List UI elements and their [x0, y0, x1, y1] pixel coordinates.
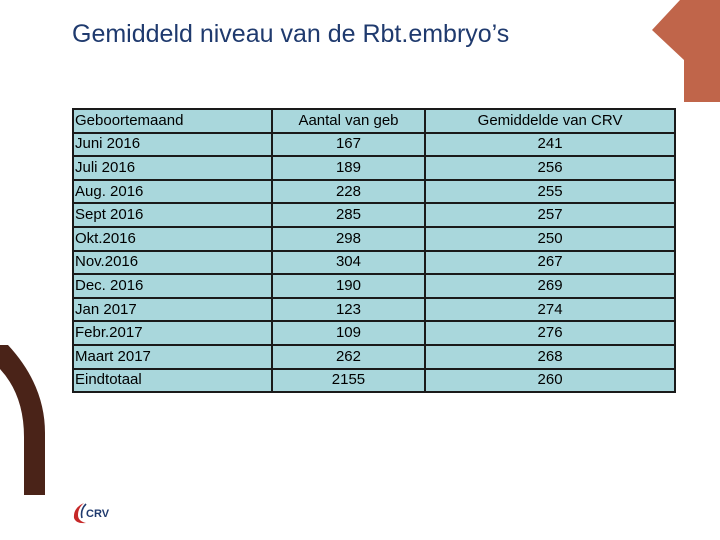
- average-cell: 267: [424, 249, 676, 276]
- average-cell: 256: [424, 155, 676, 181]
- month-cell: Sept 2016: [72, 202, 273, 228]
- table-row: Juli 2016 189 256: [72, 155, 676, 181]
- average-cell: 274: [424, 296, 676, 323]
- average-cell: 257: [424, 202, 676, 228]
- average-cell: 260: [424, 367, 676, 394]
- month-cell: Eindtotaal: [72, 367, 273, 394]
- count-cell: 2155: [270, 367, 427, 394]
- month-cell: Maart 2017: [72, 343, 273, 370]
- count-cell: 189: [270, 155, 427, 181]
- header-cell: Aantal van geb: [270, 108, 427, 134]
- count-cell: 109: [270, 320, 427, 346]
- month-cell: Jan 2017: [72, 296, 273, 323]
- month-cell: Juni 2016: [72, 131, 273, 158]
- table-row: Maart 2017 262 268: [72, 343, 676, 370]
- month-cell: Juli 2016: [72, 155, 273, 181]
- month-cell: Aug. 2016: [72, 178, 273, 205]
- month-cell: Nov.2016: [72, 249, 273, 276]
- count-cell: 285: [270, 202, 427, 228]
- table-header-row: Geboortemaand Aantal van geb Gemiddelde …: [72, 108, 676, 134]
- month-cell: Febr.2017: [72, 320, 273, 346]
- table-row: Juni 2016 167 241: [72, 131, 676, 158]
- table-row: Aug. 2016 228 255: [72, 178, 676, 205]
- count-cell: 298: [270, 225, 427, 252]
- embryo-level-table: Geboortemaand Aantal van geb Gemiddelde …: [72, 108, 676, 394]
- table-row: Nov.2016 304 267: [72, 249, 676, 276]
- table-row: Dec. 2016 190 269: [72, 273, 676, 299]
- count-cell: 304: [270, 249, 427, 276]
- average-cell: 255: [424, 178, 676, 205]
- count-cell: 123: [270, 296, 427, 323]
- count-cell: 262: [270, 343, 427, 370]
- table-row: Febr.2017 109 276: [72, 320, 676, 346]
- count-cell: 190: [270, 273, 427, 299]
- crv-logo-text: CRV: [86, 508, 110, 520]
- table-row: Sept 2016 285 257: [72, 202, 676, 228]
- month-cell: Okt.2016: [72, 225, 273, 252]
- table-total-row: Eindtotaal 2155 260: [72, 367, 676, 394]
- table-row: Jan 2017 123 274: [72, 296, 676, 323]
- month-cell: Dec. 2016: [72, 273, 273, 299]
- table-row: Okt.2016 298 250: [72, 225, 676, 252]
- slide-title: Gemiddeld niveau van de Rbt.embryo’s: [72, 20, 510, 48]
- average-cell: 241: [424, 131, 676, 158]
- decorative-corner-shape: [652, 0, 720, 102]
- crv-swoosh-icon: [73, 503, 87, 524]
- average-cell: 250: [424, 225, 676, 252]
- header-cell: Geboortemaand: [72, 108, 273, 134]
- average-cell: 269: [424, 273, 676, 299]
- average-cell: 276: [424, 320, 676, 346]
- crv-logo: CRV: [70, 500, 114, 528]
- header-cell: Gemiddelde van CRV: [424, 108, 676, 134]
- decorative-arc-shape: [0, 345, 45, 495]
- count-cell: 167: [270, 131, 427, 158]
- average-cell: 268: [424, 343, 676, 370]
- count-cell: 228: [270, 178, 427, 205]
